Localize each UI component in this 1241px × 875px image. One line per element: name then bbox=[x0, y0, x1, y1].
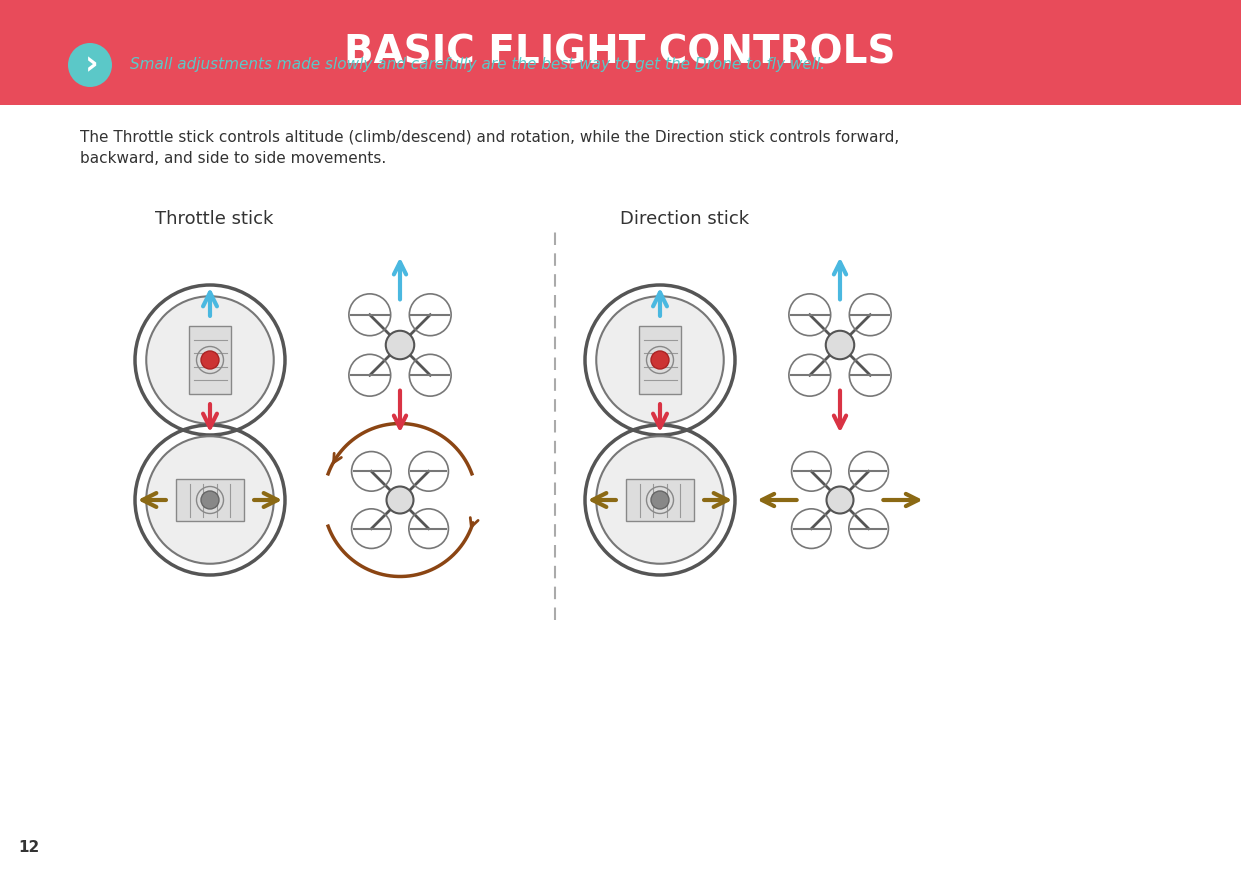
Circle shape bbox=[146, 437, 274, 564]
FancyBboxPatch shape bbox=[639, 326, 680, 394]
Circle shape bbox=[68, 43, 112, 87]
Text: The Throttle stick controls altitude (climb/descend) and rotation, while the Dir: The Throttle stick controls altitude (cl… bbox=[79, 130, 900, 166]
Text: Small adjustments made slowly and carefully are the best way to get the Drone to: Small adjustments made slowly and carefu… bbox=[130, 58, 825, 73]
Circle shape bbox=[827, 487, 854, 514]
FancyBboxPatch shape bbox=[176, 480, 243, 521]
Text: Throttle stick: Throttle stick bbox=[155, 210, 273, 228]
Circle shape bbox=[652, 351, 669, 369]
FancyBboxPatch shape bbox=[627, 480, 694, 521]
Text: ›: › bbox=[86, 48, 99, 81]
Circle shape bbox=[386, 487, 413, 514]
Circle shape bbox=[596, 297, 724, 424]
Circle shape bbox=[825, 331, 854, 360]
Circle shape bbox=[146, 297, 274, 424]
Circle shape bbox=[596, 437, 724, 564]
Circle shape bbox=[652, 491, 669, 509]
Circle shape bbox=[386, 331, 414, 360]
Text: Direction stick: Direction stick bbox=[620, 210, 750, 228]
Text: 12: 12 bbox=[19, 840, 40, 855]
Text: BASIC FLIGHT CONTROLS: BASIC FLIGHT CONTROLS bbox=[344, 33, 896, 71]
FancyBboxPatch shape bbox=[190, 326, 231, 394]
Circle shape bbox=[201, 351, 218, 369]
FancyBboxPatch shape bbox=[0, 0, 1241, 105]
Circle shape bbox=[201, 491, 218, 509]
